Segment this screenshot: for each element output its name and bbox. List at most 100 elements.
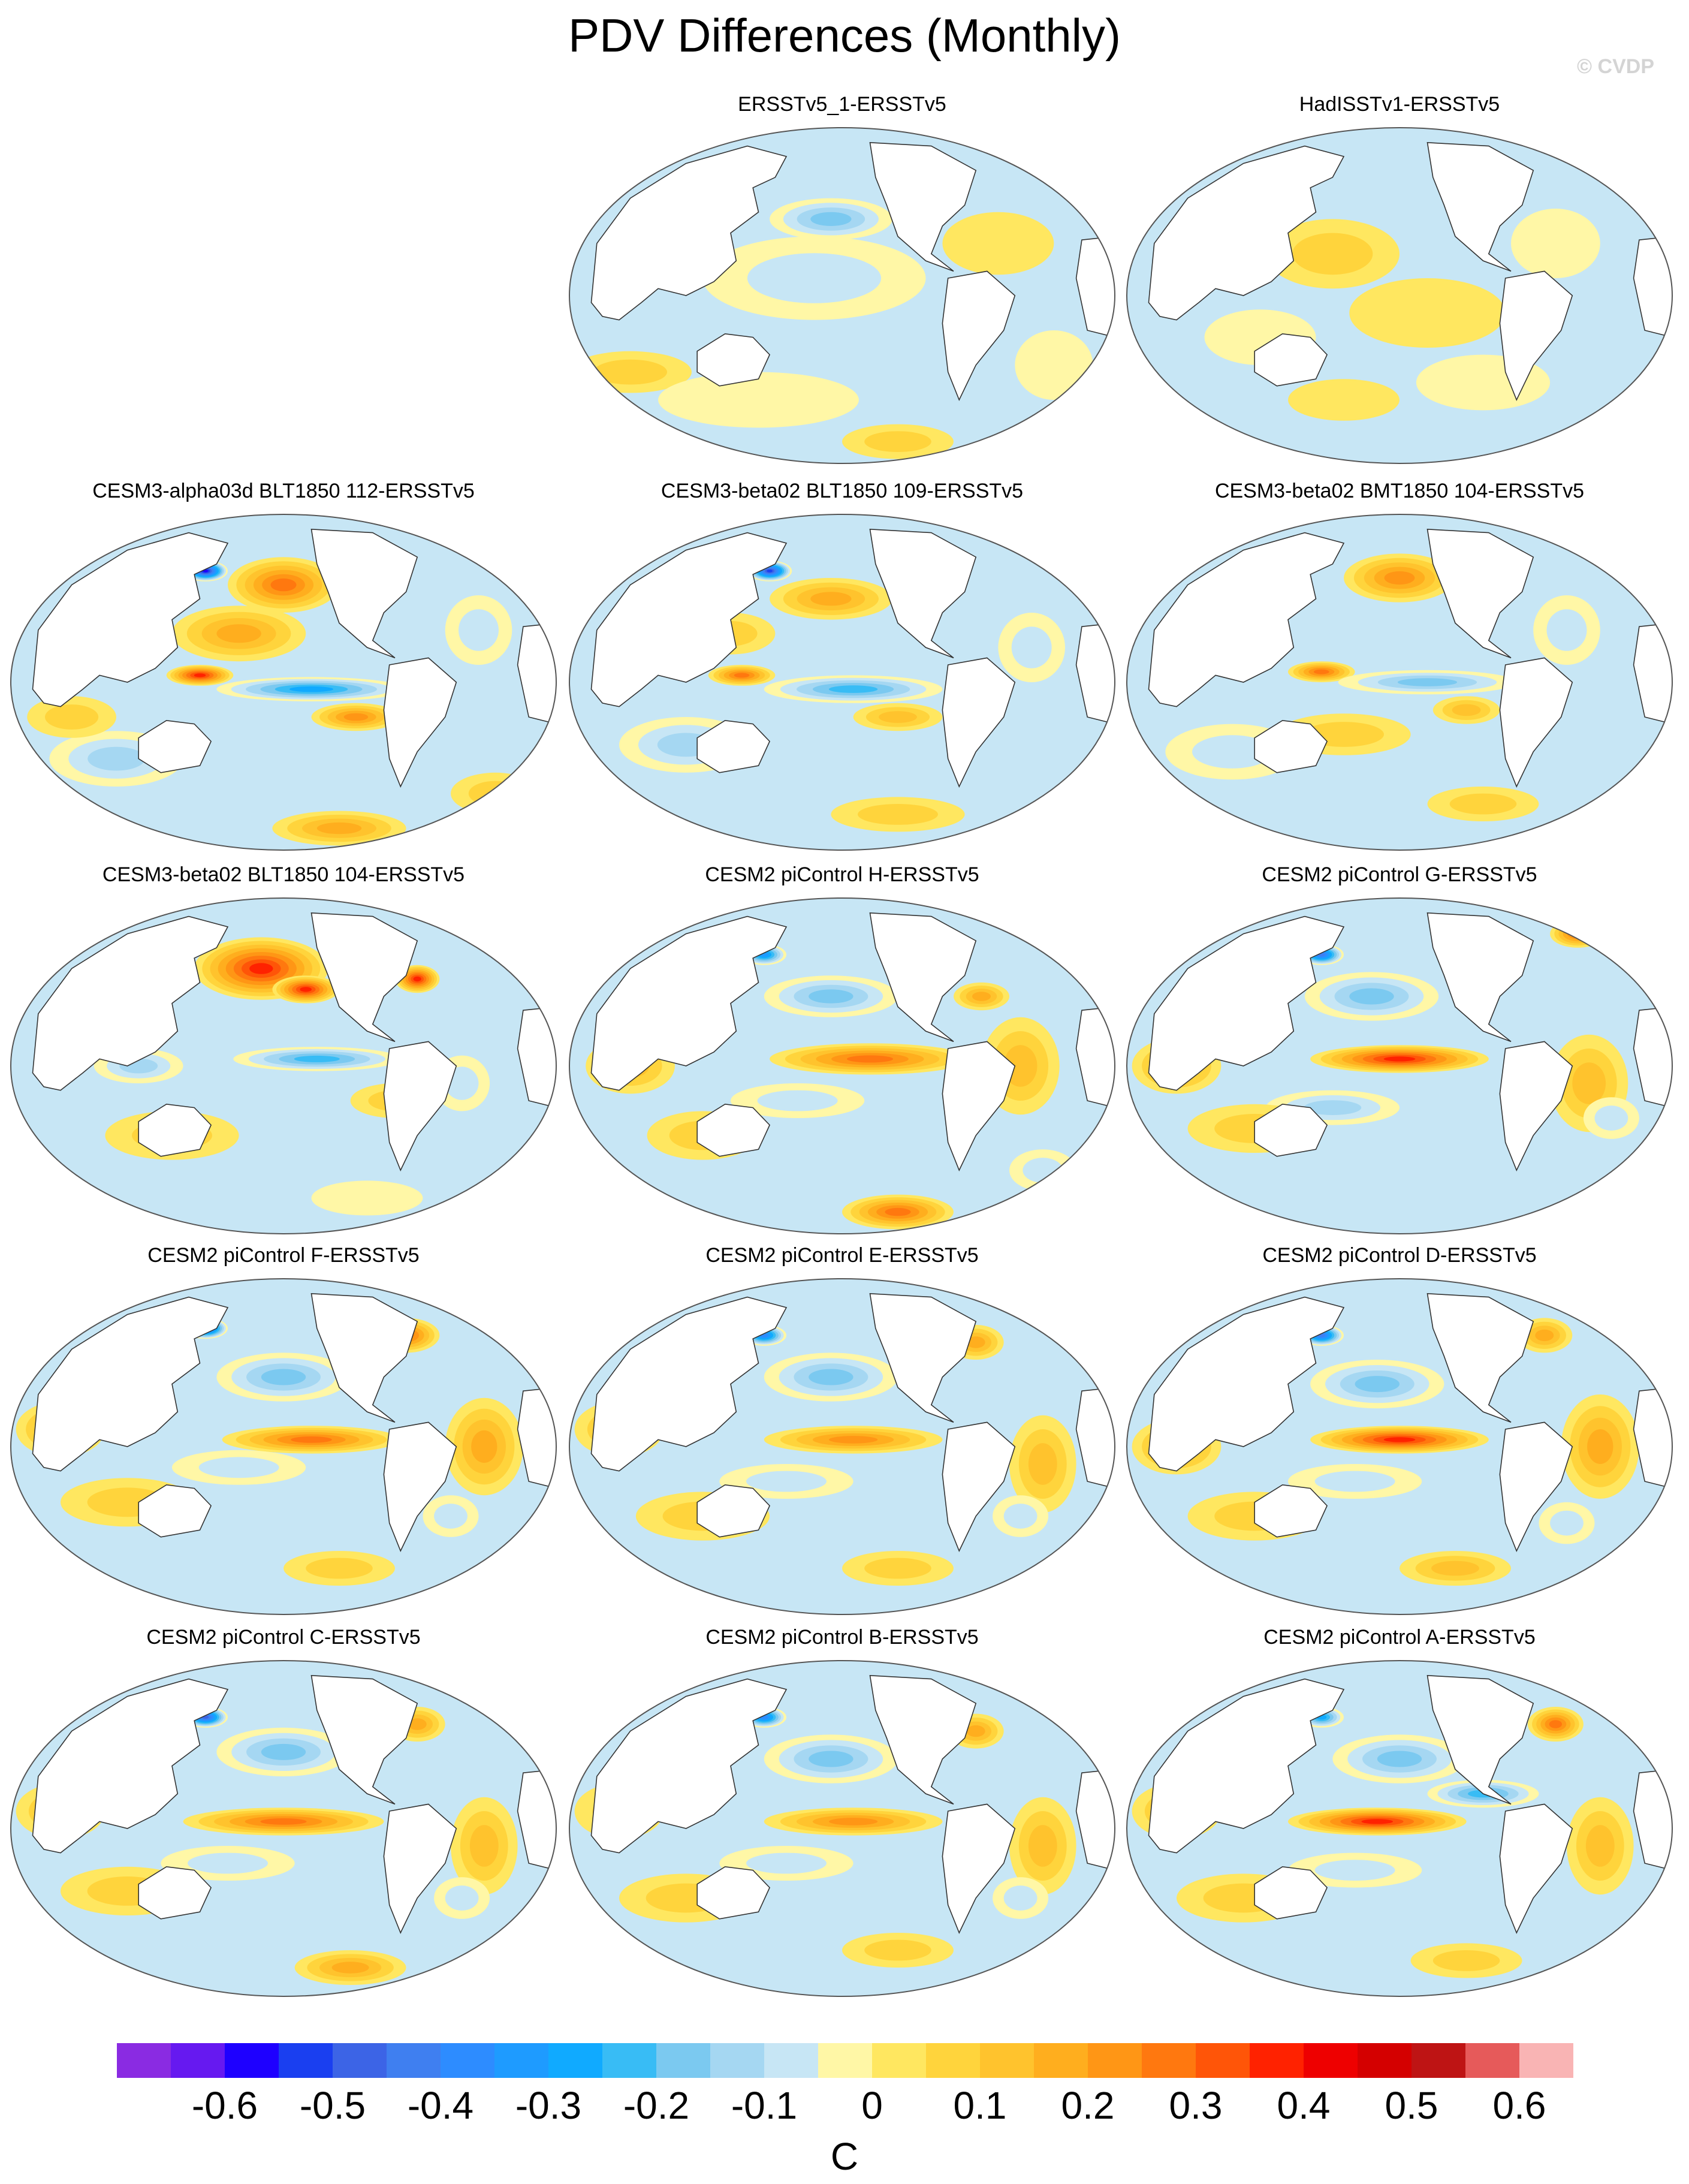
contour-band <box>1314 1471 1395 1492</box>
map-border <box>10 1660 557 1997</box>
contour-band <box>829 1436 878 1444</box>
robinson-map <box>1126 514 1673 851</box>
contour-band <box>1015 330 1093 400</box>
colorbar-tick-label: 0.1 <box>953 2084 1007 2127</box>
continent-asia <box>590 145 788 321</box>
colorbar-tick-label: 0.2 <box>1061 2084 1115 2127</box>
colorbar-swatch <box>1465 2043 1519 2078</box>
contour-band <box>1550 1510 1584 1536</box>
contour-band <box>249 963 273 974</box>
colorbar-swatch <box>1411 2043 1465 2078</box>
colorbar-swatch <box>1358 2043 1411 2078</box>
continent-south-america <box>1499 270 1573 401</box>
colorbar-swatch <box>117 2043 171 2078</box>
contour-band <box>942 212 1054 275</box>
continent-north-america <box>869 1674 977 1805</box>
contour-band <box>45 704 99 730</box>
contour-band <box>1003 1885 1037 1911</box>
colorbar-swatch <box>872 2043 926 2078</box>
contour-band <box>1383 1056 1416 1062</box>
map-panel: CESM2 piControl F-ERSSTv5 <box>5 1244 562 1628</box>
contour-band <box>1432 1950 1500 1971</box>
continent-australia <box>1254 1866 1328 1920</box>
robinson-map <box>1126 1278 1673 1615</box>
colorbar-swatch <box>225 2043 279 2078</box>
contour-band <box>1567 928 1589 939</box>
continent-north-america <box>1426 912 1534 1043</box>
contour-band <box>289 686 333 692</box>
map-border <box>10 1278 557 1615</box>
continent-asia <box>1148 915 1345 1091</box>
panel-title: CESM3-beta02 BLT1850 104-ERSSTv5 <box>102 863 465 886</box>
map-border <box>1126 127 1673 464</box>
robinson-map <box>10 897 557 1234</box>
continent-south-america <box>942 657 1016 788</box>
colorbar-swatch <box>1088 2043 1142 2078</box>
contour-band <box>658 372 859 428</box>
continent-australia <box>1254 719 1328 773</box>
continent-south-america <box>1499 1803 1573 1934</box>
continent-north-america <box>1426 141 1534 272</box>
colorbar-unit: C <box>830 2135 859 2178</box>
contour-band <box>1546 609 1587 651</box>
colorbar-swatch <box>387 2043 441 2078</box>
continent-asia <box>1148 532 1345 707</box>
map-border <box>569 1278 1115 1615</box>
continent-north-america <box>869 528 977 659</box>
map-border <box>1126 897 1673 1234</box>
continent-north-america <box>310 912 418 1043</box>
continent-south-america <box>383 657 457 788</box>
robinson-map <box>569 514 1115 851</box>
contour-band <box>767 570 773 573</box>
colorbar-swatch <box>494 2043 548 2078</box>
continent-north-america <box>1426 1674 1534 1805</box>
contour-band <box>746 1852 827 1874</box>
greenland <box>1009 1279 1044 1302</box>
panel-title: CESM2 piControl B-ERSSTv5 <box>705 1626 979 1649</box>
continent-asia <box>590 532 788 707</box>
continent-asia <box>32 915 229 1091</box>
greenland <box>1566 128 1601 150</box>
contour-band <box>291 1436 332 1443</box>
map-panel: CESM2 piControl D-ERSSTv5 <box>1121 1244 1678 1628</box>
colorbar-tick-label: 0.5 <box>1385 2084 1438 2127</box>
contour-band <box>471 1430 497 1463</box>
contour-band <box>1397 678 1458 686</box>
colorbar-tick-label: 0.4 <box>1277 2084 1331 2127</box>
greenland <box>1566 1279 1601 1302</box>
contour-band <box>1594 1105 1628 1131</box>
continent-asia <box>32 1678 229 1854</box>
continent-north-america <box>869 912 977 1043</box>
contour-band <box>261 1369 306 1385</box>
robinson-map <box>10 514 557 851</box>
continent-australia <box>1254 1103 1328 1157</box>
contour-band <box>294 1055 340 1062</box>
colorbar-swatch <box>548 2043 602 2078</box>
panel-title: CESM2 piControl H-ERSSTv5 <box>705 863 979 886</box>
contour-band <box>331 1962 369 1974</box>
colorbar-swatch <box>1519 2043 1573 2078</box>
colorbar-tick-label: -0.1 <box>731 2084 798 2127</box>
contour-band <box>1549 1720 1563 1728</box>
panel-title: CESM3-alpha03d BLT1850 112-ERSSTv5 <box>92 480 475 502</box>
continent-south-america <box>1499 1041 1573 1171</box>
robinson-map <box>1126 897 1673 1234</box>
contour-band <box>1383 1437 1416 1442</box>
contour-band <box>469 1825 499 1867</box>
continent-australia <box>138 1866 212 1920</box>
contour-band <box>1288 379 1400 421</box>
panel-title: CESM3-beta02 BMT1850 104-ERSSTv5 <box>1214 480 1585 502</box>
continent-australia <box>1254 333 1328 387</box>
contour-band <box>1292 233 1373 275</box>
continent-north-america <box>310 1674 418 1805</box>
continent-south-america <box>942 1803 1016 1934</box>
colorbar-swatch <box>171 2043 225 2078</box>
contour-band <box>858 804 938 825</box>
continent-asia <box>1148 1296 1345 1472</box>
colorbar-swatch <box>441 2043 494 2078</box>
contour-band <box>1192 735 1272 769</box>
colorbar-tick-label: -0.3 <box>515 2084 582 2127</box>
continent-australia <box>696 1103 771 1157</box>
continent-australia <box>696 1484 771 1538</box>
contour-band <box>746 1471 827 1492</box>
